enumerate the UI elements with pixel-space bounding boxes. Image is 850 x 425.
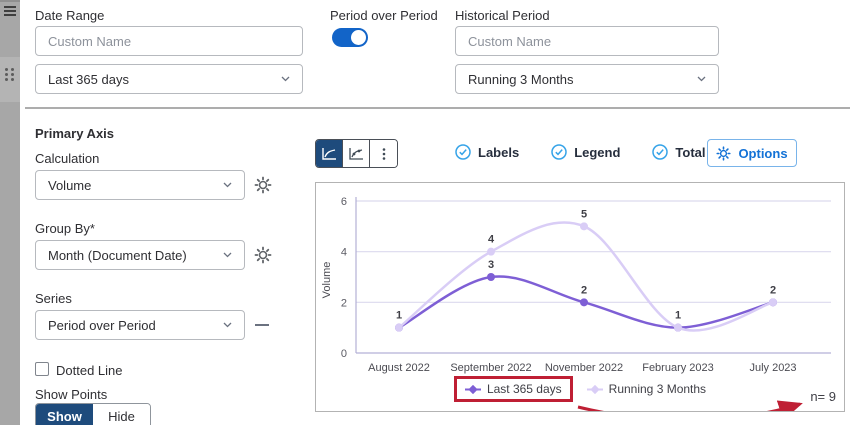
chart-panel: 0 2 4 6 August 2022 September 2022 November 20…	[315, 182, 845, 412]
options-button[interactable]: Options	[707, 139, 797, 167]
data-point[interactable]	[674, 323, 682, 332]
data-point[interactable]	[487, 273, 495, 281]
show-points-segmented: Show Hide	[35, 403, 151, 425]
check-circle-icon	[652, 144, 669, 160]
dotted-line-label: Dotted Line	[56, 363, 123, 378]
calculation-select[interactable]: Volume	[35, 170, 245, 200]
chart-legend: Last 365 days Running 3 Months	[316, 376, 844, 402]
legend-toggle-label: Legend	[574, 144, 621, 160]
line-points-chart-icon	[349, 147, 363, 160]
section-divider	[25, 107, 850, 109]
data-point-label: 3	[488, 259, 494, 271]
x-tick-label: August 2022	[368, 362, 430, 374]
period-over-period-label: Period over Period	[330, 8, 438, 23]
date-range-custom-name-input[interactable]	[35, 26, 303, 56]
spline-points-chart-type-button[interactable]	[343, 140, 370, 167]
calculation-label: Calculation	[35, 151, 100, 166]
x-tick-label: July 2023	[749, 362, 796, 374]
legend-toggle[interactable]: Legend	[551, 144, 620, 160]
historical-period-select-value: Running 3 Months	[468, 71, 574, 87]
chevron-down-icon	[223, 182, 232, 188]
y-axis-title: Volume	[321, 262, 333, 299]
historical-period-label: Historical Period	[455, 8, 550, 23]
data-point-label: 1	[396, 310, 402, 322]
x-tick-label: February 2023	[642, 362, 714, 374]
primary-axis-title: Primary Axis	[35, 126, 115, 141]
legend-item-running-3-months[interactable]: Running 3 Months	[586, 382, 707, 396]
y-tick-label: 6	[341, 196, 347, 208]
chart-type-switcher	[315, 139, 398, 168]
y-tick-label: 4	[341, 247, 347, 259]
data-point-label: 2	[770, 284, 776, 296]
data-point-label: 5	[581, 208, 587, 220]
check-circle-icon	[551, 144, 567, 160]
data-point[interactable]	[487, 247, 495, 256]
total-n-value: n= 9	[810, 389, 836, 404]
remove-series-icon[interactable]	[255, 324, 269, 326]
chevron-down-icon	[697, 76, 706, 82]
group-by-select-value: Month (Document Date)	[48, 247, 187, 263]
group-by-select[interactable]: Month (Document Date)	[35, 240, 245, 270]
y-tick-label: 2	[341, 297, 347, 309]
x-tick-label: November 2022	[545, 362, 623, 374]
chevron-down-icon	[281, 76, 290, 82]
series-label: Series	[35, 291, 72, 306]
dotted-line-checkbox[interactable]	[35, 362, 49, 376]
chevron-down-icon	[223, 252, 232, 258]
data-point[interactable]	[395, 323, 403, 332]
series-select-value: Period over Period	[48, 317, 156, 333]
series-line-1	[398, 221, 774, 332]
chevron-down-icon	[223, 322, 232, 328]
calculation-gear-icon[interactable]	[254, 176, 272, 194]
x-tick-label: September 2022	[450, 362, 531, 374]
legend-marker-icon	[586, 384, 603, 394]
line-chart-type-button[interactable]	[316, 140, 343, 167]
calculation-select-value: Volume	[48, 177, 92, 193]
toggle-knob	[351, 30, 366, 45]
date-range-select-value: Last 365 days	[48, 71, 129, 87]
hamburger-menu-icon[interactable]	[4, 6, 16, 16]
data-point[interactable]	[580, 298, 588, 307]
gear-icon	[716, 145, 732, 161]
legend-item-last-365-days[interactable]: Last 365 days	[453, 376, 573, 402]
date-range-label: Date Range	[35, 8, 105, 23]
more-chart-types-button[interactable]	[370, 140, 397, 167]
data-point[interactable]	[580, 222, 588, 231]
left-rail	[0, 0, 20, 425]
line-chart-icon	[322, 147, 336, 160]
kebab-menu-icon	[382, 147, 385, 160]
options-button-label: Options	[738, 145, 788, 161]
legend-marker-icon	[464, 384, 481, 394]
legend-item-label: Last 365 days	[486, 382, 562, 396]
show-points-label: Show Points	[35, 387, 108, 402]
data-point-label: 2	[581, 284, 587, 296]
labels-toggle-label: Labels	[478, 144, 520, 160]
data-point-label: 1	[675, 310, 681, 322]
check-circle-icon	[455, 144, 471, 160]
data-point[interactable]	[769, 298, 777, 307]
period-over-period-toggle[interactable]	[332, 28, 368, 47]
series-select[interactable]: Period over Period	[35, 310, 245, 340]
line-chart-canvas: 0 2 4 6 August 2022 September 2022 November 20…	[321, 196, 831, 374]
historical-period-select[interactable]: Running 3 Months	[455, 64, 719, 94]
group-by-gear-icon[interactable]	[254, 246, 272, 264]
show-points-hide-button[interactable]: Hide	[93, 404, 150, 425]
group-by-label: Group By*	[35, 221, 95, 236]
show-points-show-button[interactable]: Show	[36, 404, 93, 425]
labels-toggle[interactable]: Labels	[455, 144, 519, 160]
y-tick-label: 0	[341, 348, 347, 360]
historical-period-custom-name-input[interactable]	[455, 26, 719, 56]
data-point-label: 4	[488, 234, 495, 246]
chart-display-toggles: Labels Legend Total (N=)	[455, 144, 735, 160]
date-range-select[interactable]: Last 365 days	[35, 64, 303, 94]
legend-item-label: Running 3 Months	[608, 382, 707, 396]
drag-handle-icon[interactable]	[5, 68, 14, 81]
